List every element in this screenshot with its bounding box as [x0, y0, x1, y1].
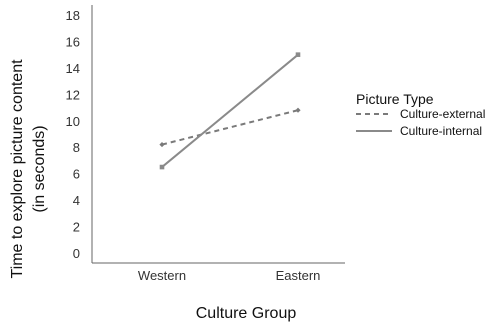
y-tick-label: 14 [66, 61, 80, 76]
x-tick-label-western: Western [138, 268, 186, 283]
y-tick-label: 18 [66, 8, 80, 23]
y-tick-label: 12 [66, 87, 80, 102]
y-axis-title: Time to explore picture content (in seco… [9, 59, 48, 279]
x-tick-labels: Western Eastern [138, 268, 320, 283]
series-layer [159, 52, 301, 170]
y-tick-label: 4 [73, 193, 80, 208]
data-point-culture-external-western [159, 141, 165, 148]
y-tick-label: 2 [73, 220, 80, 235]
x-axis-title: Culture Group [196, 305, 297, 322]
y-tick-label: 0 [73, 246, 80, 261]
x-tick-label-eastern: Eastern [276, 268, 321, 283]
y-tick-label: 16 [66, 34, 80, 49]
y-axis-title-line-1: Time to explore picture content [9, 59, 26, 279]
series-line-culture-external [161, 109, 299, 146]
y-tick-labels: 0 2 4 6 8 10 12 14 16 18 [66, 8, 80, 261]
legend: Picture Type Culture-external Culture-int… [356, 91, 485, 138]
data-point-culture-external-eastern [295, 107, 301, 113]
y-tick-label: 6 [73, 167, 80, 182]
data-point-culture-internal-eastern [295, 52, 301, 57]
chart-axes [91, 5, 345, 264]
series-line-culture-internal [161, 53, 299, 168]
legend-title: Picture Type [356, 91, 434, 107]
y-tick-label: 10 [66, 114, 80, 129]
legend-label-culture-internal: Culture-internal [400, 124, 482, 138]
data-point-culture-internal-western [159, 164, 165, 170]
y-tick-label: 8 [73, 140, 80, 155]
y-axis-title-line-2: (in seconds) [31, 125, 48, 212]
legend-label-culture-external: Culture-external [400, 107, 485, 121]
legend-items: Culture-external Culture-internal [356, 107, 485, 138]
